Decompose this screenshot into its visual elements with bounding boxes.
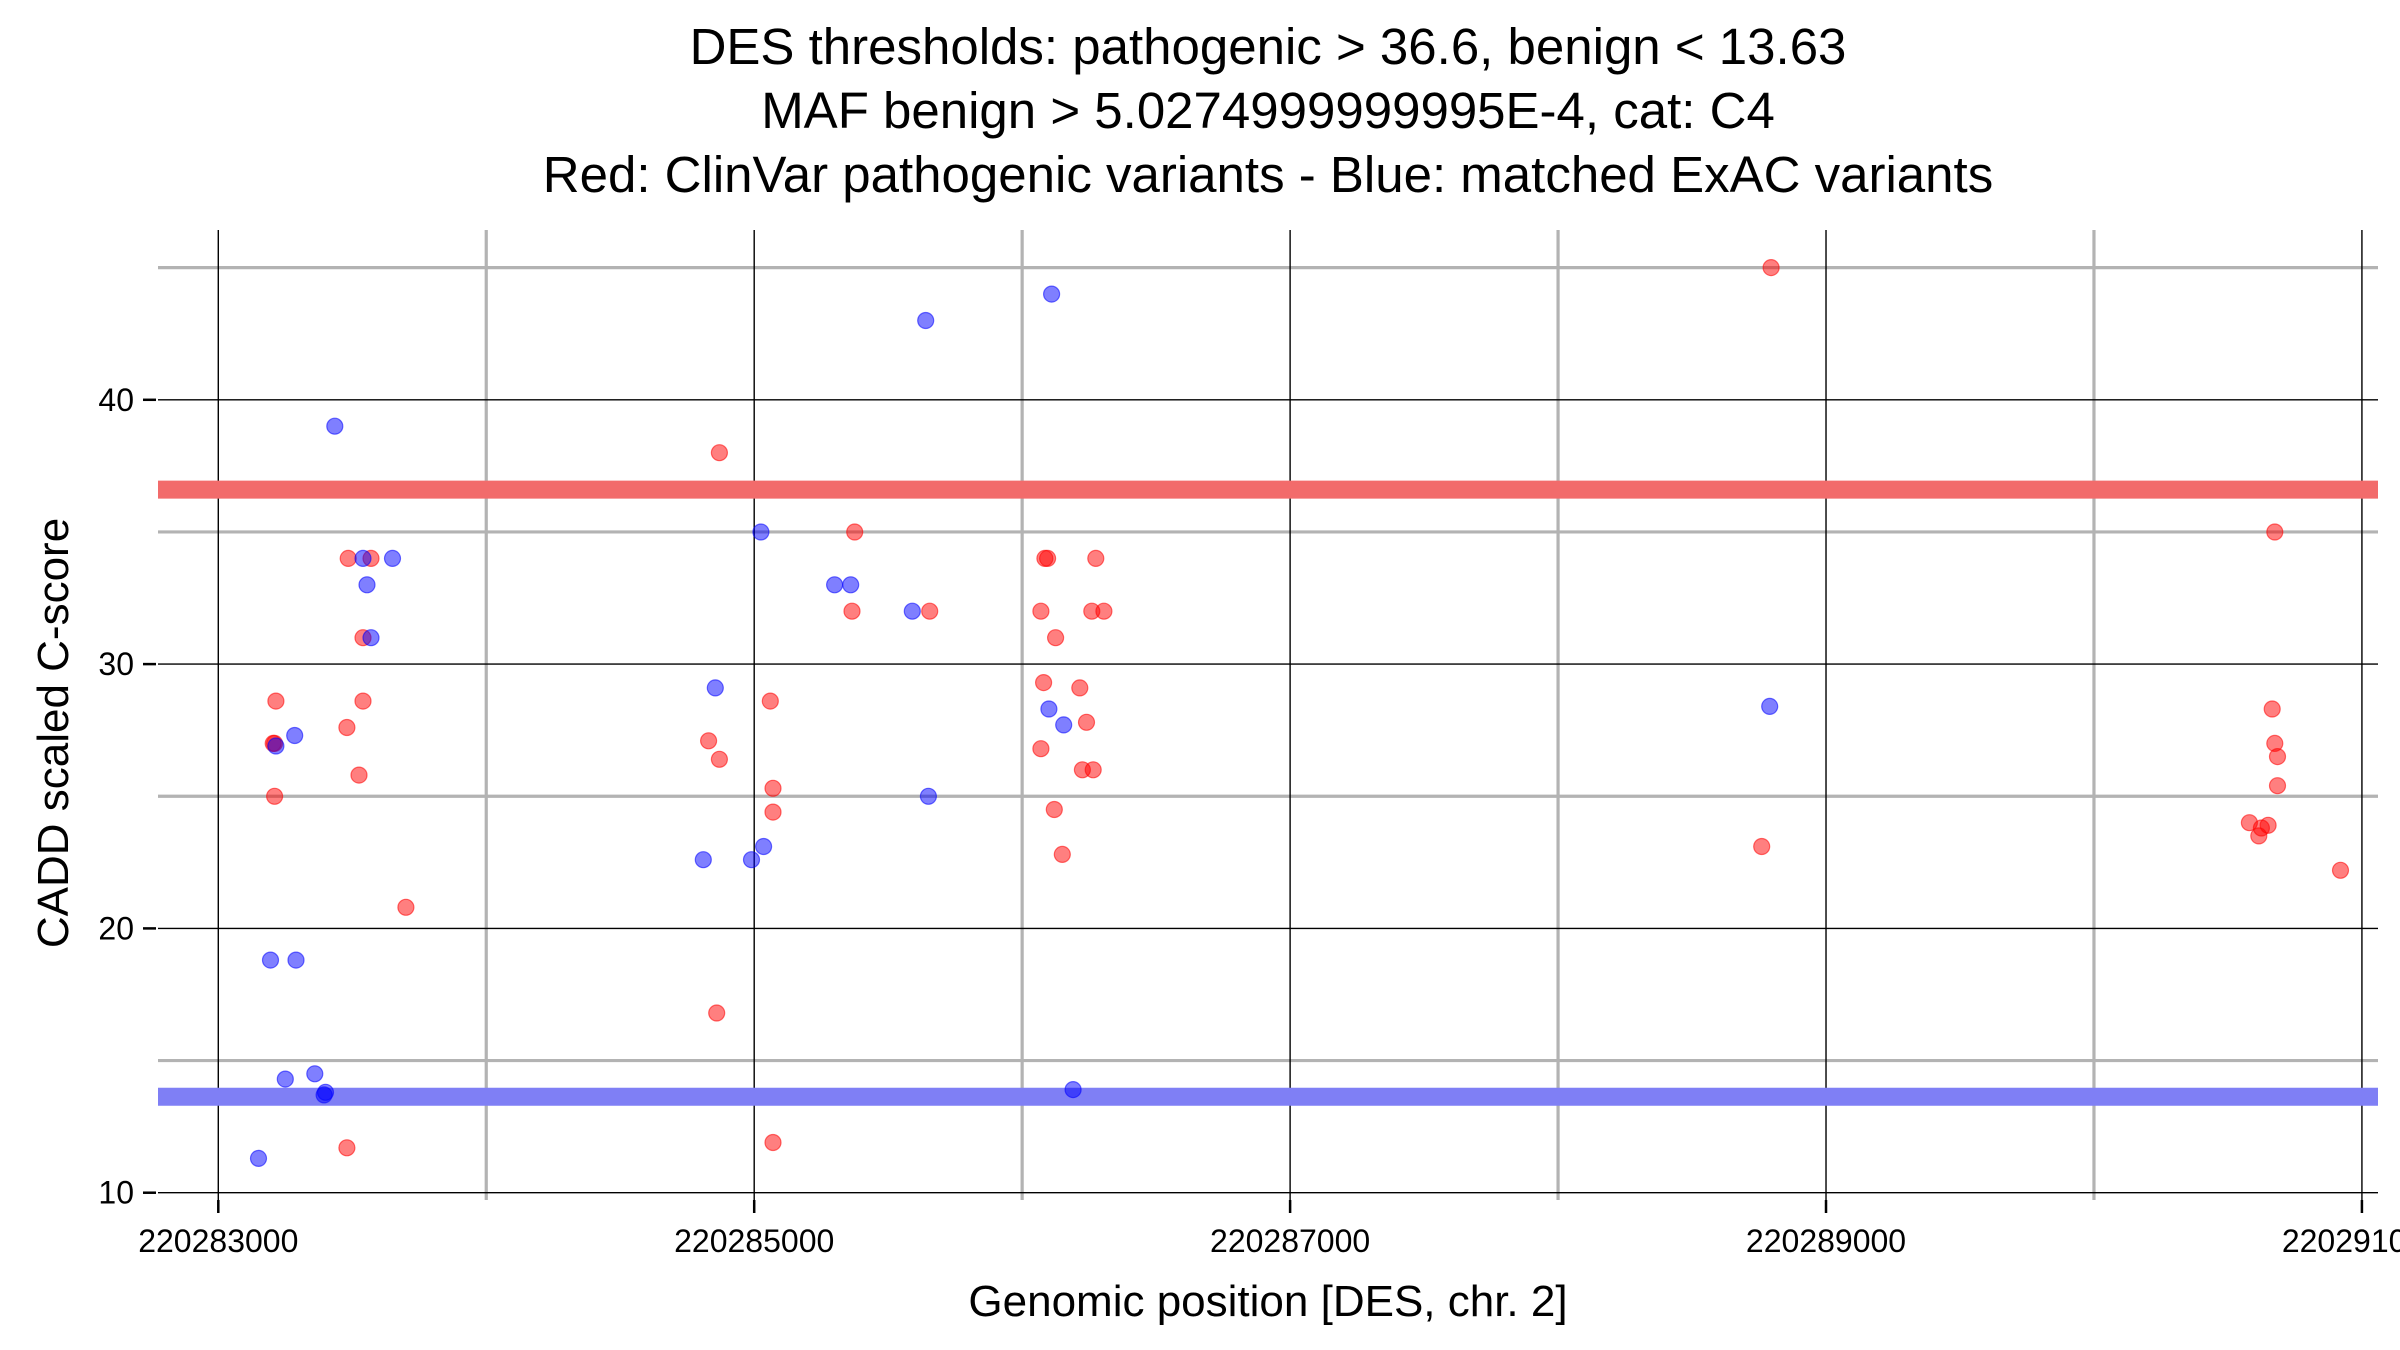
- x-tick-label: 220287000: [1210, 1223, 1370, 1259]
- exac-point: [326, 417, 344, 435]
- exac-point: [354, 549, 372, 568]
- exac-point: [1064, 1080, 1082, 1099]
- clinvar-point: [2268, 747, 2287, 766]
- clinvar-point: [354, 692, 372, 710]
- clinvar-point: [1753, 837, 1771, 856]
- clinvar-point: [1034, 673, 1053, 692]
- clinvar-point: [1038, 549, 1057, 568]
- clinvar-point: [338, 718, 356, 737]
- exac-point: [306, 1065, 324, 1083]
- data-points: [249, 259, 2350, 1168]
- y-axis-label: CADD scaled C-score: [29, 518, 78, 948]
- title-line-1: DES thresholds: pathogenic > 36.6, benig…: [690, 18, 1847, 75]
- exac-point: [1042, 285, 1061, 303]
- clinvar-point: [1053, 845, 1071, 864]
- y-tick-label: 20: [98, 910, 134, 946]
- exac-point: [362, 629, 380, 647]
- exac-point: [742, 851, 761, 869]
- clinvar-point: [1045, 800, 1063, 819]
- x-tick-label: 220289000: [1746, 1223, 1906, 1259]
- clinvar-point: [397, 898, 415, 916]
- clinvar-point: [1032, 602, 1050, 620]
- exac-point: [249, 1149, 268, 1168]
- x-tick-label: 220283000: [138, 1223, 298, 1259]
- y-tick-label: 10: [98, 1175, 134, 1211]
- chart-title: DES thresholds: pathogenic > 36.6, benig…: [543, 18, 1993, 203]
- clinvar-point: [708, 1004, 726, 1022]
- exac-point: [694, 851, 712, 869]
- clinvar-point: [338, 1139, 356, 1157]
- exac-point: [903, 602, 921, 620]
- exac-point: [315, 1086, 333, 1104]
- clinvar-point: [921, 602, 939, 620]
- clinvar-point: [1077, 713, 1096, 731]
- clinvar-point: [267, 692, 285, 710]
- grid: [158, 230, 2378, 1200]
- exac-point: [752, 523, 770, 541]
- y-tick-label: 40: [98, 382, 134, 418]
- clinvar-point: [1071, 679, 1089, 697]
- x-tick-label: 220285000: [674, 1223, 834, 1259]
- exac-point: [276, 1070, 294, 1088]
- clinvar-point: [2263, 700, 2281, 718]
- clinvar-point: [764, 1133, 782, 1152]
- exac-point: [825, 576, 844, 594]
- clinvar-point: [761, 692, 779, 710]
- clinvar-point: [710, 444, 729, 462]
- clinvar-point: [1032, 740, 1050, 758]
- clinvar-point: [846, 523, 864, 541]
- clinvar-point: [1084, 761, 1102, 779]
- x-tick-label: 220291000: [2282, 1223, 2400, 1259]
- exac-point: [383, 549, 402, 568]
- clinvar-point: [764, 803, 782, 821]
- clinvar-point: [1095, 602, 1113, 620]
- clinvar-point: [350, 766, 368, 784]
- clinvar-point: [1046, 629, 1065, 647]
- exac-point: [842, 576, 860, 594]
- clinvar-point: [266, 787, 284, 805]
- exac-point: [261, 951, 280, 969]
- exac-point: [917, 311, 935, 330]
- clinvar-point: [2331, 861, 2350, 879]
- clinvar-point: [1762, 259, 1780, 277]
- clinvar-point: [843, 602, 861, 620]
- exac-point: [267, 737, 285, 755]
- x-axis-label: Genomic position [DES, chr. 2]: [968, 1277, 1567, 1326]
- clinvar-point: [699, 732, 718, 750]
- exac-point: [358, 576, 376, 594]
- clinvar-point: [2250, 827, 2268, 845]
- exac-point: [1040, 700, 1058, 718]
- axes: 220283000 220285000 220287000 220289000 2202…: [98, 382, 2400, 1259]
- title-line-3: Red: ClinVar pathogenic variants - Blue:…: [543, 146, 1993, 203]
- clinvar-point: [2266, 523, 2284, 541]
- exac-point: [754, 837, 773, 856]
- exac-point: [286, 726, 304, 745]
- exac-point: [1055, 716, 1073, 734]
- clinvar-point: [710, 750, 729, 768]
- clinvar-point: [764, 779, 782, 797]
- clinvar-point: [1087, 549, 1105, 568]
- title-line-2: MAF benign > 5.0274999999995E-4, cat: C4: [761, 82, 1775, 139]
- threshold-lines: [158, 480, 2378, 1106]
- exac-point: [706, 679, 724, 697]
- clinvar-point: [339, 549, 357, 568]
- clinvar-point: [2268, 777, 2287, 795]
- exac-point: [287, 951, 305, 969]
- exac-point: [1761, 697, 1779, 716]
- y-tick-label: 30: [98, 646, 134, 682]
- exac-point: [919, 787, 938, 805]
